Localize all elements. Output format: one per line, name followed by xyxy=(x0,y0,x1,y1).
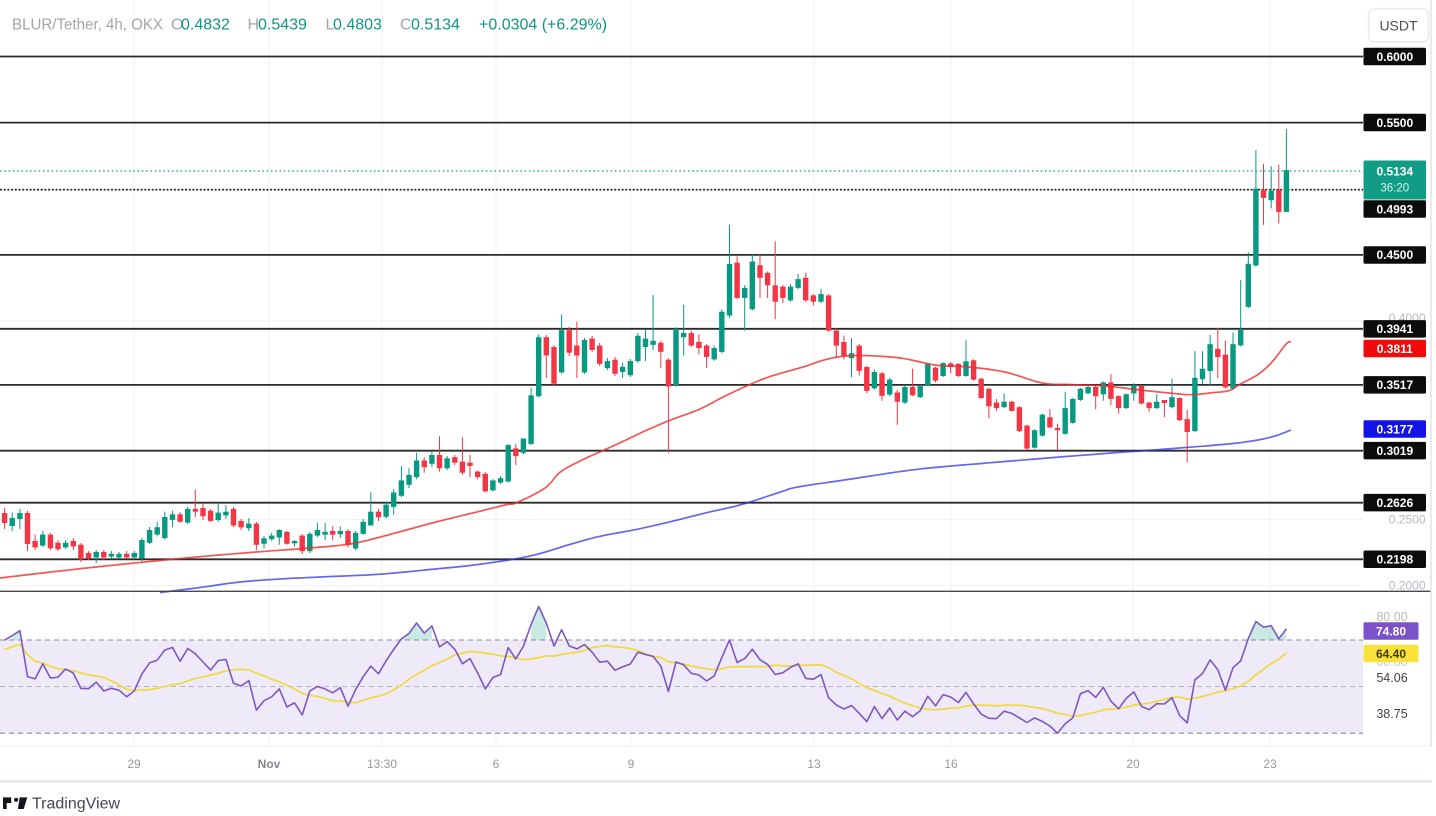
svg-text:0.2198: 0.2198 xyxy=(1376,553,1413,567)
svg-text:6: 6 xyxy=(493,757,500,771)
svg-text:BLUR/Tether, 4h, OKX: BLUR/Tether, 4h, OKX xyxy=(12,17,164,34)
svg-text:Nov: Nov xyxy=(258,757,281,771)
svg-text:+0.0304 (+6.29%): +0.0304 (+6.29%) xyxy=(479,17,607,34)
svg-text:0.2500: 0.2500 xyxy=(1389,513,1426,527)
svg-text:0.3941: 0.3941 xyxy=(1376,322,1413,336)
svg-text:23: 23 xyxy=(1263,757,1277,771)
svg-text:TradingView: TradingView xyxy=(32,796,120,813)
svg-text:80.00: 80.00 xyxy=(1376,610,1407,624)
svg-text:36:20: 36:20 xyxy=(1380,182,1409,194)
svg-text:0.2000: 0.2000 xyxy=(1389,579,1426,593)
svg-text:0.5500: 0.5500 xyxy=(1376,116,1413,130)
svg-text:L: L xyxy=(326,17,335,34)
svg-text:0.6000: 0.6000 xyxy=(1376,50,1413,64)
svg-text:54.06: 54.06 xyxy=(1376,671,1407,685)
svg-text:O: O xyxy=(171,17,183,34)
svg-text:USDT: USDT xyxy=(1379,18,1418,34)
svg-text:0.4832: 0.4832 xyxy=(181,17,230,34)
svg-text:74.80: 74.80 xyxy=(1376,624,1406,638)
svg-text:64.40: 64.40 xyxy=(1376,647,1406,661)
svg-text:0.2626: 0.2626 xyxy=(1376,496,1413,510)
svg-text:9: 9 xyxy=(628,757,635,771)
svg-text:0.4500: 0.4500 xyxy=(1376,248,1413,262)
svg-text:38.75: 38.75 xyxy=(1376,707,1407,721)
svg-text:0.3811: 0.3811 xyxy=(1377,342,1413,356)
svg-text:0.5134: 0.5134 xyxy=(411,17,460,34)
svg-text:0.5439: 0.5439 xyxy=(258,17,307,34)
svg-text:20: 20 xyxy=(1126,757,1140,771)
svg-text:13: 13 xyxy=(807,757,821,771)
svg-text:0.5134: 0.5134 xyxy=(1376,164,1413,178)
svg-text:13:30: 13:30 xyxy=(367,757,397,771)
svg-text:C: C xyxy=(400,17,412,34)
svg-text:0.3019: 0.3019 xyxy=(1376,444,1413,458)
svg-text:0.3177: 0.3177 xyxy=(1376,422,1413,436)
svg-text:0.3517: 0.3517 xyxy=(1376,378,1413,392)
svg-text:H: H xyxy=(248,17,260,34)
svg-text:29: 29 xyxy=(127,757,141,771)
svg-text:0.4803: 0.4803 xyxy=(333,17,382,34)
svg-text:0.4993: 0.4993 xyxy=(1376,202,1413,216)
svg-text:16: 16 xyxy=(944,757,958,771)
